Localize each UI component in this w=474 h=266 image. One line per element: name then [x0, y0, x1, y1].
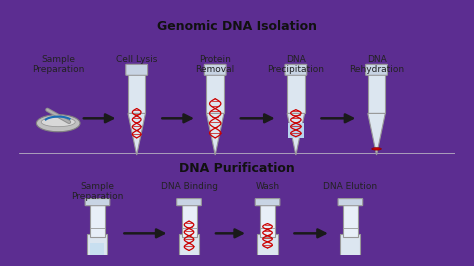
Bar [257, 234, 278, 263]
Ellipse shape [340, 261, 360, 265]
Text: Cell Lysis: Cell Lysis [116, 55, 157, 64]
Bar [287, 72, 305, 113]
Text: DNA
Precipitation: DNA Precipitation [267, 55, 324, 74]
Text: DNA Purification: DNA Purification [179, 162, 295, 175]
Bar [90, 202, 105, 236]
FancyBboxPatch shape [85, 199, 110, 206]
Text: Protein
Removal: Protein Removal [196, 55, 235, 74]
Bar [343, 202, 358, 236]
Ellipse shape [41, 117, 75, 127]
Ellipse shape [179, 261, 199, 265]
FancyBboxPatch shape [126, 64, 147, 75]
Text: Sample
Preparation: Sample Preparation [32, 55, 84, 74]
Text: DNA Binding: DNA Binding [161, 182, 218, 191]
Bar [207, 72, 224, 113]
Polygon shape [207, 113, 224, 155]
FancyBboxPatch shape [365, 64, 387, 75]
Bar [182, 202, 197, 236]
Ellipse shape [257, 261, 278, 265]
Text: DNA Elution: DNA Elution [323, 182, 377, 191]
Bar [87, 234, 108, 263]
Bar [128, 72, 146, 113]
Ellipse shape [36, 115, 80, 132]
FancyBboxPatch shape [177, 199, 201, 206]
Ellipse shape [87, 261, 108, 265]
Bar [288, 123, 304, 138]
Bar [179, 234, 199, 263]
Text: Genomic DNA Isolation: Genomic DNA Isolation [157, 20, 317, 34]
Bar [340, 234, 360, 263]
Polygon shape [128, 113, 146, 155]
FancyBboxPatch shape [204, 64, 226, 75]
Polygon shape [368, 113, 385, 155]
Bar [260, 202, 275, 236]
FancyBboxPatch shape [285, 64, 307, 75]
Text: DNA
Rehydration: DNA Rehydration [349, 55, 404, 74]
Bar [91, 243, 104, 260]
Polygon shape [287, 113, 305, 155]
Text: Wash: Wash [255, 182, 280, 191]
Bar [368, 72, 385, 113]
FancyBboxPatch shape [255, 199, 280, 206]
Ellipse shape [372, 148, 382, 150]
Text: Sample
Preparation: Sample Preparation [71, 182, 124, 201]
FancyBboxPatch shape [338, 199, 363, 206]
